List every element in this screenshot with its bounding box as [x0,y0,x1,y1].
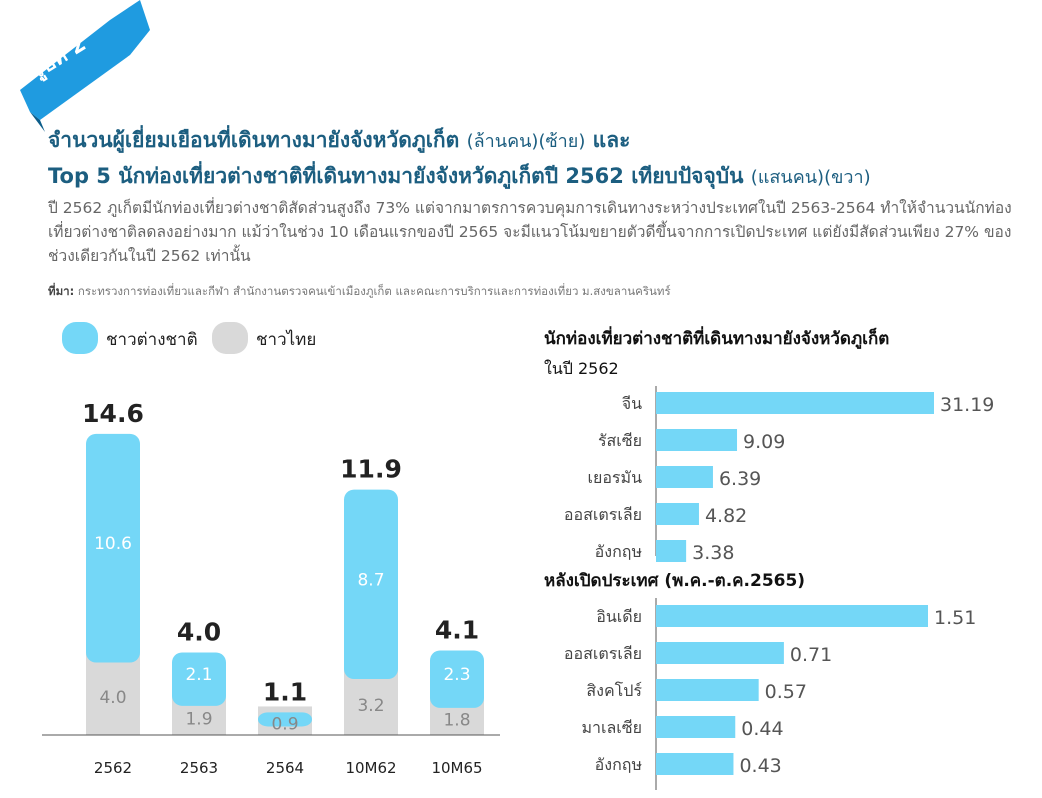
legend-swatch-foreign [62,322,98,354]
x-tick-label: 2564 [266,759,304,777]
hbar [656,605,928,627]
legend-label-thai: ชาวไทย [256,329,316,350]
value-label: 1.51 [934,607,976,629]
category-label: จีน [622,394,642,413]
value-label: 31.19 [940,394,994,416]
bar-value-thai: 4.0 [99,688,126,708]
bar-value-foreign: 10.6 [94,534,132,554]
x-tick-label: 10M65 [431,759,482,777]
title-line-1-and: และ [592,128,631,152]
source-text: กระทรวงการท่องเที่ยวและกีฬา สำนักงานตรวจ… [77,284,671,298]
bar-total-label: 4.0 [177,618,221,647]
stacked-bar-chart: ชาวต่างชาติ ชาวไทย 4.0 10.6 14.6 2562 1.9 2.1 4.… [42,322,500,777]
bar-value-foreign: 2.3 [443,665,470,685]
value-label: 0.71 [790,644,832,666]
title-line-2-text: Top 5 นักท่องเที่ยวต่างชาติที่เดินทางมาย… [48,164,744,188]
hbar [656,716,736,738]
bar-foreign [344,489,398,679]
bar-value-foreign: 8.7 [357,570,384,590]
bar-value-thai: 3.2 [357,696,384,716]
hbar [656,466,713,488]
category-label: อังกฤษ [595,755,642,774]
panel-subtitle: ในปี 2562 [544,359,619,378]
category-label: มาเลเซีย [581,718,642,737]
bar-value-thai: 1.8 [443,710,470,730]
category-label: อังกฤษ [595,542,642,561]
hbar [656,503,699,525]
legend-label-foreign: ชาวต่างชาติ [106,330,198,350]
panel-title: นักท่องเที่ยวต่างชาติที่เดินทางมายังจังห… [544,326,889,350]
bar-total-label: 4.1 [435,615,479,644]
bar-foreign [258,712,312,727]
x-tick-label: 10M62 [345,759,396,777]
bar-total-label: 11.9 [340,455,402,484]
source-label: ที่มา: [48,284,75,298]
title-line-2: Top 5 นักท่องเที่ยวต่างชาติที่เดินทางมาย… [48,160,871,193]
bar-value-thai: 0.9 [271,714,298,734]
value-label: 4.82 [705,505,747,527]
figure-ribbon [20,0,150,132]
category-label: รัสเซีย [598,431,642,450]
value-label: 0.57 [765,681,807,703]
value-label: 0.44 [741,718,783,740]
hbar [656,753,734,775]
source-note: ที่มา: กระทรวงการท่องเที่ยวและกีฬา สำนัก… [48,283,671,301]
x-tick-label: 2563 [180,759,218,777]
bar-foreign [172,652,226,706]
title-line-1-unit: (ล้านคน)(ซ้าย) [466,131,586,152]
bar-total-label: 14.6 [82,399,144,428]
hbar [656,679,759,701]
x-tick-label: 2562 [94,759,132,777]
hbar [656,540,687,562]
title-line-2-unit: (แสนคน)(ขวา) [750,167,871,188]
value-label: 3.38 [692,542,734,564]
bar-foreign [86,433,140,663]
bar-value-thai: 1.9 [185,709,212,729]
value-label: 6.39 [719,468,761,490]
bar-total-label: 1.1 [263,677,307,706]
horizontal-bar-charts: นักท่องเที่ยวต่างชาติที่เดินทางมายังจังห… [544,326,994,790]
title-line-1: จำนวนผู้เยี่ยมเยือนที่เดินทางมายังจังหวั… [48,124,630,157]
panel-title: หลังเปิดประเทศ (พ.ค.-ต.ค.2565) [544,571,805,591]
category-label: เยอรมัน [587,468,642,487]
legend-swatch-thai [212,322,248,354]
bar-foreign [430,650,484,708]
category-label: สิงคโปร์ [586,681,642,700]
bar-value-foreign: 2.1 [185,665,212,685]
hbar [656,429,738,451]
category-label: ออสเตรเลีย [564,505,642,524]
value-label: 9.09 [743,431,785,453]
category-label: ออสเตรเลีย [564,644,642,663]
value-label: 0.43 [739,755,781,777]
category-label: อินเดีย [596,607,642,626]
title-line-1-text: จำนวนผู้เยี่ยมเยือนที่เดินทางมายังจังหวั… [48,128,460,152]
hbar [656,642,784,664]
hbar [656,392,934,414]
description: ปี 2562 ภูเก็ตมีนักท่องเที่ยวต่างชาติสัด… [48,199,1012,265]
